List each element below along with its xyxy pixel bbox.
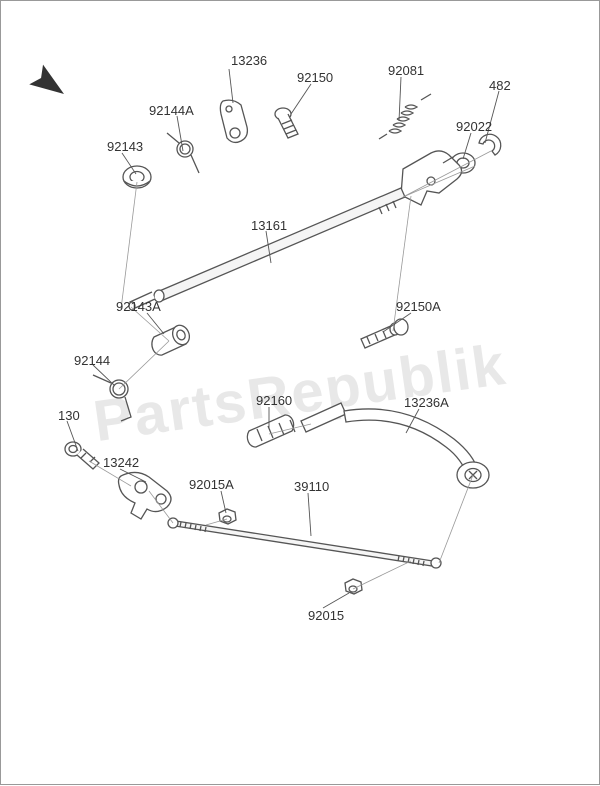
part-spring-92144 bbox=[93, 375, 131, 421]
parts-diagram bbox=[1, 1, 600, 786]
callout-13242: 13242 bbox=[103, 455, 139, 470]
callout-130: 130 bbox=[58, 408, 80, 423]
callout-92144A: 92144A bbox=[149, 103, 194, 118]
callout-92143A: 92143A bbox=[116, 299, 161, 314]
callout-92081: 92081 bbox=[388, 63, 424, 78]
callout-92022: 92022 bbox=[456, 119, 492, 134]
part-spring-92081 bbox=[379, 94, 431, 139]
part-spring-92144A bbox=[167, 133, 199, 173]
part-shaft-13161 bbox=[129, 151, 462, 310]
part-rubber-92160 bbox=[247, 415, 295, 447]
callout-92150: 92150 bbox=[297, 70, 333, 85]
callout-482: 482 bbox=[489, 78, 511, 93]
part-nut-92015 bbox=[345, 579, 362, 594]
callout-92160: 92160 bbox=[256, 393, 292, 408]
part-collar-92143A bbox=[152, 323, 192, 355]
part-bolt-92150 bbox=[275, 108, 298, 138]
direction-arrow-icon bbox=[29, 65, 71, 104]
callout-92143: 92143 bbox=[107, 139, 143, 154]
part-lever-13236 bbox=[220, 100, 247, 142]
callout-13236A: 13236A bbox=[404, 395, 449, 410]
part-rod-39110 bbox=[168, 518, 441, 568]
assembly-lines bbox=[89, 151, 491, 589]
part-bolt-92150A bbox=[361, 319, 408, 348]
callout-92150A: 92150A bbox=[396, 299, 441, 314]
part-nut-92015A bbox=[219, 509, 236, 524]
callout-92015: 92015 bbox=[308, 608, 344, 623]
part-pedal-13236A bbox=[301, 403, 489, 488]
part-bolt-130 bbox=[65, 442, 99, 469]
callout-13236: 13236 bbox=[231, 53, 267, 68]
callout-39110: 39110 bbox=[294, 479, 329, 494]
callout-92144: 92144 bbox=[74, 353, 110, 368]
part-lever-13242 bbox=[119, 472, 172, 519]
callout-13161: 13161 bbox=[251, 218, 287, 233]
callout-92015A: 92015A bbox=[189, 477, 234, 492]
